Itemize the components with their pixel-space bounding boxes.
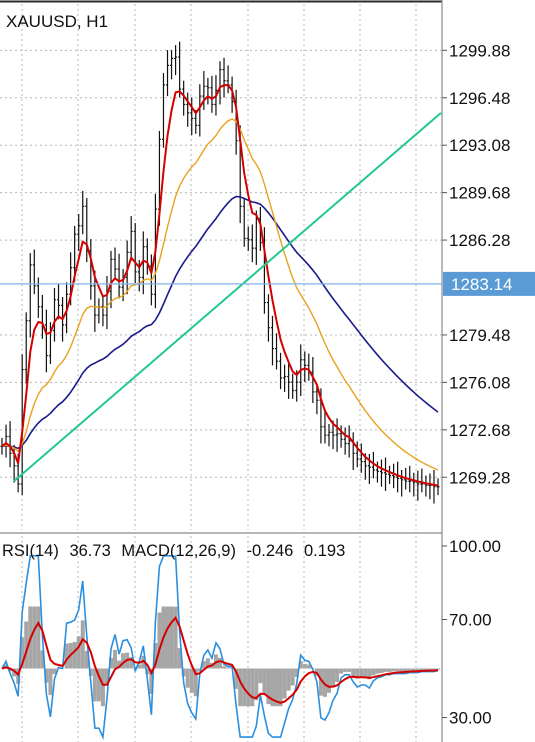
indicator-tick-label-0: 100.00 [449, 537, 501, 556]
price-tick-label-6: 1276.08 [449, 373, 510, 392]
current-price-tag [443, 271, 535, 296]
indicator-tick-label-1: 70.00 [449, 611, 492, 630]
current-price-label: 1283.14 [451, 275, 512, 294]
price-tick-label-8: 1269.28 [449, 468, 510, 487]
svg-text:RSI(14) 36.73: RSI(14) 36.73 MACD(12,26,9) -0.246 0.193 [2, 542, 345, 560]
rsi-label: RSI(14) [2, 542, 59, 560]
price-tick-label-3: 1289.68 [449, 184, 510, 203]
macd-label: MACD(12,26,9) [121, 542, 236, 560]
price-tick-label-0: 1299.88 [449, 41, 510, 60]
indicator-panel: 100.00 70.00 30.00 [1, 537, 501, 741]
price-tick-label-7: 1272.68 [449, 421, 510, 440]
price-tick-label-2: 1293.08 [449, 136, 510, 155]
indicator-header: RSI(14) 36.73 MACD(12,26,9) -0.246 0.193 [2, 542, 345, 560]
symbol-timeframe-label: XAUUSD, H1 [6, 12, 108, 31]
price-tick-label-4: 1286.28 [449, 231, 510, 250]
trendline[interactable] [13, 112, 442, 482]
price-axis: 1299.88 1296.48 1293.08 1289.68 1286.28 1279.… [442, 41, 535, 487]
overlays [0, 112, 442, 482]
moving-averages [1, 84, 439, 487]
price-tick-label-5: 1279.48 [449, 326, 510, 345]
grid [0, 4, 442, 742]
rsi-line [1, 554, 439, 741]
indicator-tick-label-2: 30.00 [449, 709, 492, 728]
macd-main-value: -0.246 [247, 542, 294, 560]
rsi-value: 36.73 [69, 542, 110, 560]
ma-slow-line [1, 195, 439, 450]
macd-signal-value: 0.193 [304, 542, 345, 560]
ma-fast-line [1, 84, 439, 487]
ma-medium-line [1, 118, 439, 471]
price-tick-label-1: 1296.48 [449, 89, 510, 108]
macd-signal-line [1, 616, 439, 704]
